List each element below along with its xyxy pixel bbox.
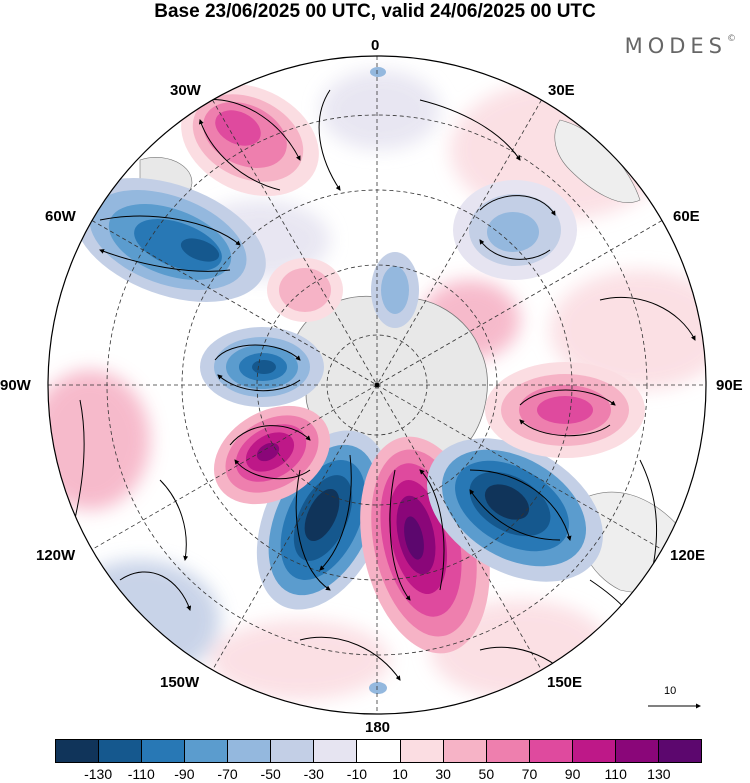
colorbar-tick-label: 10 — [392, 766, 408, 782]
colorbar-segment — [141, 740, 185, 762]
colorbar-tick-label: 50 — [478, 766, 495, 782]
map-border — [47, 55, 707, 715]
colorbar-tick-label: 30 — [435, 766, 451, 782]
colorbar-tick-label: 90 — [564, 766, 581, 782]
colorbar — [55, 739, 702, 763]
colorbar-segment — [657, 740, 701, 762]
anomaly-centre-neg-90w — [200, 327, 324, 407]
colorbar-tick-label: 70 — [521, 766, 538, 782]
polar-map — [47, 55, 707, 715]
colorbar-tick-label: -30 — [303, 766, 324, 782]
meridian-label-150e: 150E — [547, 674, 583, 691]
colorbar-segment — [614, 740, 658, 762]
colorbar-tick-label: -10 — [346, 766, 368, 782]
colorbar-tick-label: -110 — [127, 766, 155, 782]
map-title: Base 23/06/2025 00 UTC, valid 24/06/2025… — [154, 1, 596, 22]
meridian-label-0: 0 — [371, 37, 380, 54]
colorbar-segment — [356, 740, 400, 762]
colorbar-segment — [399, 740, 443, 762]
meridian-label-60w: 60W — [45, 208, 76, 225]
meridian-label-90e: 90E — [716, 377, 743, 394]
colorbar-tick-label: -90 — [174, 766, 195, 782]
colorbar-tick-label: 110 — [604, 766, 627, 782]
colorbar-tick-label: 130 — [647, 766, 671, 782]
colorbar-tick-label: -130 — [84, 766, 113, 782]
colorbar-segment — [442, 740, 486, 762]
anomaly-centre-neg-45e — [453, 180, 577, 280]
colorbar-tick-labels: -130 -110 -90 -70 -50 -30 -10 10 30 50 70 90 110 130 — [0, 766, 750, 783]
colorbar-segment — [485, 740, 529, 762]
anomaly-centre-neg-140e — [427, 438, 603, 582]
colorbar-segment — [571, 740, 615, 762]
colorbar-segment — [313, 740, 357, 762]
colorbar-segment — [270, 740, 314, 762]
colorbar-segment — [184, 740, 228, 762]
modes-logo: MODES© — [624, 34, 736, 58]
meridian-label-60e: 60E — [673, 208, 700, 225]
meridian-label-30w: 30W — [170, 82, 201, 99]
meridian-label-30e: 30E — [548, 82, 575, 99]
colorbar-segment — [98, 740, 142, 762]
anomaly-centre-pos-95e — [485, 362, 645, 458]
colorbar-tick-label: -70 — [217, 766, 238, 782]
meridian-label-120w: 120W — [36, 547, 76, 564]
meridian-label-150w: 150W — [160, 674, 200, 691]
south-pole-marker — [374, 382, 380, 388]
meridian-label-180: 180 — [365, 719, 391, 736]
colorbar-tick-label: -50 — [260, 766, 281, 782]
meridian-label-120e: 120E — [670, 547, 706, 564]
colorbar-segment — [56, 740, 99, 762]
colorbar-segment — [528, 740, 572, 762]
meridian-label-90w: 90W — [0, 377, 31, 394]
colorbar-segment — [227, 740, 271, 762]
reference-vector-label: 10 — [664, 685, 677, 697]
anomaly-centre-pos-130w — [213, 405, 331, 505]
anomaly-centre-pos-0 — [267, 67, 419, 694]
